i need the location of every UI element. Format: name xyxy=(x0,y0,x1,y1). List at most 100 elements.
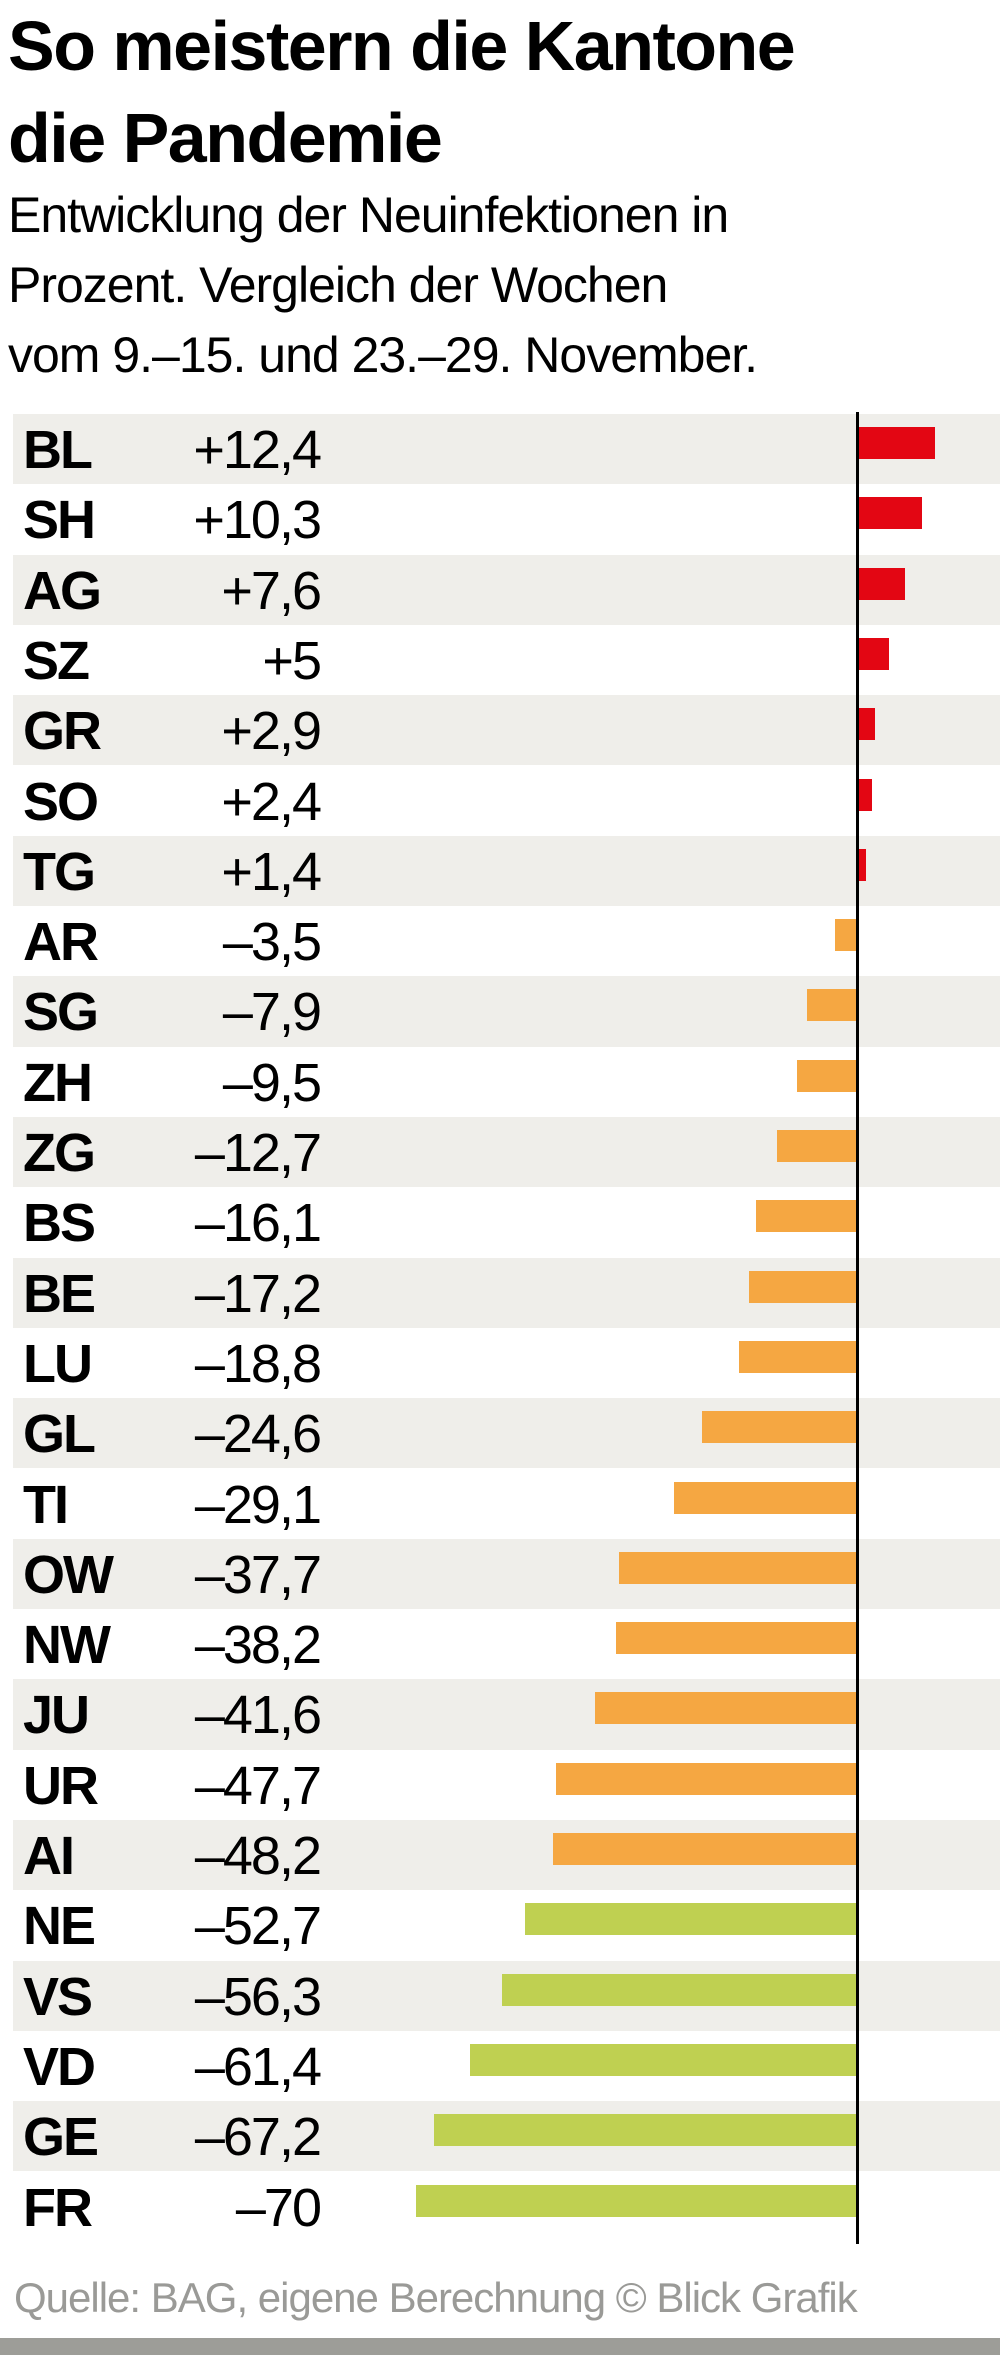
chart-row-be: BE –17,2 xyxy=(13,1257,1000,1328)
category-label: GL xyxy=(23,1404,96,1465)
data-label: +2,4 xyxy=(221,771,322,832)
subtitle-line: vom 9.–15. und 23.–29. November. xyxy=(8,327,758,383)
category-label: GE xyxy=(23,2107,99,2168)
data-label: +1,4 xyxy=(221,841,322,902)
category-label: SH xyxy=(23,490,96,551)
chart-row-ai: AI –48,2 xyxy=(13,1820,1000,1891)
data-label: +5 xyxy=(262,630,322,691)
chart-row-sz: SZ +5 xyxy=(13,625,1000,695)
chart-row-ag: AG +7,6 xyxy=(13,554,1000,625)
chart-row-vd: VD –61,4 xyxy=(13,2031,1000,2101)
chart-row-tg: TG +1,4 xyxy=(13,835,1000,907)
category-label: LU xyxy=(23,1333,93,1394)
data-label: +12,4 xyxy=(193,420,322,480)
data-label: +2,9 xyxy=(221,701,322,762)
category-label: GR xyxy=(23,701,102,762)
chart-row-ge: GE –67,2 xyxy=(13,2101,1000,2172)
category-label: BL xyxy=(23,420,93,480)
data-label: –67,2 xyxy=(194,2107,322,2168)
chart-row-sg: SG –7,9 xyxy=(13,976,1000,1047)
data-label: –56,3 xyxy=(194,1966,322,2027)
bar-ti xyxy=(673,1481,857,1514)
data-label: –29,1 xyxy=(194,1474,322,1535)
data-label: –38,2 xyxy=(194,1615,322,1676)
chart-row-ti: TI –29,1 xyxy=(13,1469,1000,1539)
category-label: AR xyxy=(23,912,99,973)
category-label: BE xyxy=(23,1263,96,1324)
data-label: –70 xyxy=(235,2177,322,2238)
data-label: –7,9 xyxy=(222,982,322,1043)
chart-row-ne: NE –52,7 xyxy=(13,1890,1000,1960)
bar-zg xyxy=(776,1130,857,1162)
chart-row-lu: LU –18,8 xyxy=(13,1328,1000,1398)
bar-vd xyxy=(470,2043,857,2076)
chart-row-ar: AR –3,5 xyxy=(13,906,1000,976)
category-label: ZG xyxy=(23,1123,96,1183)
bar-sz xyxy=(857,637,889,670)
category-label: VD xyxy=(23,2036,96,2097)
bar-ai xyxy=(553,1833,857,1865)
data-label: –17,2 xyxy=(194,1263,322,1324)
data-label: –47,7 xyxy=(194,1755,322,1816)
bar-vs xyxy=(502,1973,857,2006)
bar-gr xyxy=(857,708,876,741)
data-label: –24,6 xyxy=(194,1404,322,1465)
category-label: ZH xyxy=(23,1052,93,1113)
chart-row-sh: SH +10,3 xyxy=(13,484,1000,554)
category-label: VS xyxy=(23,1966,93,2027)
bar-bs xyxy=(755,1200,857,1233)
chart-row-ju: JU –41,6 xyxy=(13,1679,1000,1750)
bar-lu xyxy=(738,1340,857,1373)
category-label: JU xyxy=(23,1685,90,1746)
subtitle-line: Entwicklung der Neuinfektionen in xyxy=(8,187,729,243)
bar-sg xyxy=(807,989,857,1022)
bar-nw xyxy=(616,1622,857,1655)
data-label: +7,6 xyxy=(221,560,322,621)
chart-subtitle: Entwicklung der Neuinfektionen in Prozen… xyxy=(8,180,968,390)
bar-ur xyxy=(556,1762,857,1795)
chart-row-gl: GL –24,6 xyxy=(13,1398,1000,1469)
chart-row-ow: OW –37,7 xyxy=(13,1538,1000,1610)
chart-row-bs: BS –16,1 xyxy=(13,1187,1000,1257)
category-label: OW xyxy=(23,1544,114,1605)
data-label: –9,5 xyxy=(222,1052,322,1113)
data-label: –61,4 xyxy=(194,2036,322,2097)
chart-row-ur: UR –47,7 xyxy=(13,1750,1000,1820)
chart-row-zh: ZH –9,5 xyxy=(13,1047,1000,1117)
category-label: AI xyxy=(23,1826,75,1886)
data-label: –16,1 xyxy=(194,1193,322,1254)
data-label: –12,7 xyxy=(194,1123,322,1183)
bar-ar xyxy=(834,919,857,952)
zero-axis xyxy=(856,412,859,2244)
bar-ag xyxy=(857,567,905,600)
bar-ne xyxy=(524,1903,857,1936)
category-label: TG xyxy=(23,841,96,902)
data-label: –48,2 xyxy=(194,1826,322,1886)
chart-row-zg: ZG –12,7 xyxy=(13,1117,1000,1188)
bar-sh xyxy=(857,497,922,530)
data-label: –18,8 xyxy=(194,1333,322,1394)
chart-title: So meistern die Kantone die Pandemie xyxy=(8,7,796,177)
footer-bar xyxy=(0,2338,1000,2355)
data-label: –52,7 xyxy=(194,1896,322,1957)
bar-ge xyxy=(433,2114,857,2147)
bar-zh xyxy=(797,1059,857,1092)
bar-bl xyxy=(857,427,936,459)
category-label: BS xyxy=(23,1193,96,1254)
category-label: SO xyxy=(23,771,99,832)
category-label: SZ xyxy=(23,630,90,691)
bar-chart: BL +12,4 SH +10,3 AG +7,6 SZ +5 GR +2,9 SO +2,4 TG +1… xyxy=(0,412,1000,2244)
chart-row-bl: BL +12,4 xyxy=(13,414,1000,485)
chart-row-fr: FR –70 xyxy=(13,2172,1000,2242)
bar-tg xyxy=(857,848,866,881)
bar-be xyxy=(748,1270,857,1303)
data-label: –37,7 xyxy=(194,1544,322,1605)
bar-fr xyxy=(416,2184,857,2217)
chart-row-nw: NW –38,2 xyxy=(13,1609,1000,1679)
category-label: FR xyxy=(23,2177,93,2238)
category-label: NW xyxy=(23,1615,111,1676)
data-label: –3,5 xyxy=(222,912,322,973)
data-label: –41,6 xyxy=(194,1685,322,1746)
category-label: AG xyxy=(23,560,102,621)
bar-so xyxy=(857,778,873,811)
